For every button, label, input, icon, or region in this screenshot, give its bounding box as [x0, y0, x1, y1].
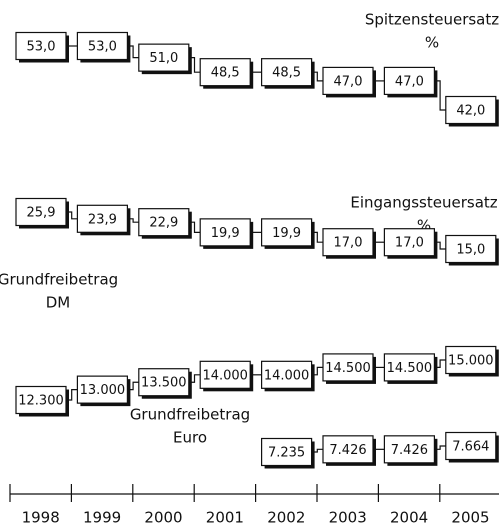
- value-box: [138, 208, 190, 237]
- x-tick-label: 2002: [267, 509, 305, 527]
- value-box: [76, 375, 129, 404]
- value-label: 7.426: [329, 443, 366, 458]
- value-box: [15, 385, 67, 415]
- value-label: 17,0: [395, 236, 424, 251]
- value-label: 47,0: [395, 74, 424, 89]
- value-label: 48,5: [272, 66, 301, 81]
- value-label: 7.235: [268, 446, 305, 461]
- value-label: 48,5: [211, 66, 240, 81]
- value-label: 19,9: [211, 226, 240, 241]
- value-label: 53,0: [88, 40, 117, 55]
- value-box: [445, 234, 497, 264]
- series-name: Grundfreibetrag: [0, 271, 118, 289]
- x-tick-label: 2003: [329, 509, 367, 527]
- series-name: Spitzensteuersatz: [365, 11, 499, 29]
- value-box: [199, 218, 251, 247]
- value-label: 19,9: [272, 226, 301, 241]
- value-box: [445, 431, 497, 461]
- value-box: [199, 360, 251, 389]
- x-tick-label: 1999: [83, 509, 121, 527]
- value-label: 51,0: [149, 51, 178, 66]
- value-label: 14.500: [325, 361, 371, 376]
- x-tick-label: 2004: [390, 509, 428, 527]
- value-box: [15, 31, 67, 61]
- value-label: 13.500: [141, 376, 187, 391]
- value-box: [261, 360, 313, 389]
- value-box: [445, 95, 497, 125]
- value-label: 7.426: [391, 443, 428, 458]
- x-tick-label: 2000: [144, 509, 182, 527]
- value-label: 7.664: [452, 440, 489, 455]
- x-tick-label: 2001: [206, 509, 244, 527]
- series-unit: Euro: [173, 429, 207, 447]
- value-box: [445, 345, 497, 375]
- value-label: 23,9: [88, 212, 117, 227]
- value-label: 14.000: [264, 368, 310, 383]
- value-box: [322, 228, 374, 257]
- value-box: [261, 58, 313, 87]
- series-name: Eingangssteuersatz: [350, 194, 497, 212]
- value-label: 14.500: [387, 361, 433, 376]
- series-unit: DM: [46, 294, 71, 312]
- value-label: 25,9: [27, 206, 56, 221]
- series-unit: %: [425, 34, 439, 52]
- x-tick-label: 1998: [22, 509, 60, 527]
- value-box: [261, 437, 313, 467]
- value-label: 22,9: [149, 216, 178, 231]
- value-label: 15,0: [456, 243, 485, 258]
- value-box: [322, 353, 374, 382]
- value-label: 14.000: [202, 368, 248, 383]
- value-box: [15, 197, 67, 227]
- value-box: [76, 204, 129, 233]
- value-label: 15.000: [448, 354, 494, 369]
- value-label: 42,0: [456, 104, 485, 119]
- series-name: Grundfreibetrag: [130, 406, 250, 424]
- value-box: [261, 218, 313, 247]
- x-tick-label: 2005: [451, 509, 489, 527]
- value-box: [76, 31, 129, 61]
- value-box: [322, 66, 374, 96]
- value-label: 53,0: [27, 40, 56, 55]
- value-box: [383, 435, 435, 464]
- value-box: [383, 228, 435, 257]
- value-box: [383, 353, 435, 382]
- value-box: [199, 58, 251, 87]
- value-box: [322, 435, 374, 464]
- value-box: [138, 368, 190, 397]
- value-label: 17,0: [334, 236, 363, 251]
- value-label: 13.000: [80, 383, 126, 398]
- value-label: 47,0: [334, 74, 363, 89]
- value-box: [138, 43, 190, 72]
- value-label: 12.300: [18, 394, 64, 409]
- value-box: [383, 66, 435, 96]
